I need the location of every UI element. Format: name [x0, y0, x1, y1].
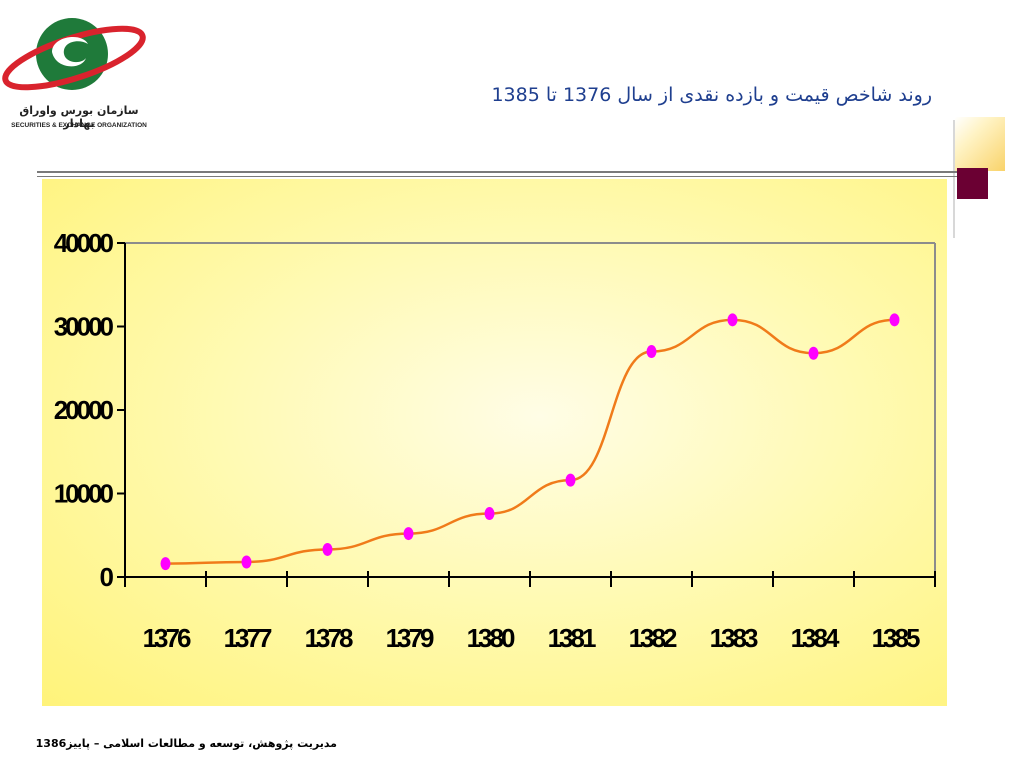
header-divider-line [37, 171, 957, 173]
x-axis: 1376 1377 1378 1379 1380 1381 1382 1383 1384 1385 [124, 571, 936, 653]
decorative-gold-square [955, 117, 1005, 171]
x-tick-label: 1382 [629, 623, 677, 653]
data-point [160, 557, 171, 571]
data-point [484, 507, 495, 521]
y-tick-label: 40000 [54, 228, 114, 258]
data-point [322, 542, 333, 556]
y-tick-label: 10000 [54, 479, 114, 509]
logo-emblem-icon [2, 18, 146, 91]
organization-logo: سازمان بورس واوراق بهادار SECURITIES & E… [0, 8, 160, 130]
logo-text-persian: سازمان بورس واوراق بهادار [19, 104, 139, 130]
footer-text: مدیریت پژوهش، توسعه و مطالعات اسلامی – پ… [35, 737, 337, 750]
x-tick-label: 1376 [143, 623, 191, 653]
x-tick-label: 1384 [791, 623, 840, 653]
x-tick-label: 1379 [386, 623, 434, 653]
data-point [646, 345, 657, 359]
series-line [165, 318, 895, 565]
slide-title: روند شاخص قیمت و بازده نقدی از سال 1376 … [491, 84, 932, 106]
header-divider-line-secondary [37, 176, 957, 177]
series-path [165, 318, 895, 565]
y-tick-label: 30000 [54, 312, 114, 342]
x-tick-label: 1377 [224, 623, 272, 653]
data-point [727, 313, 738, 327]
logo-text-english: SECURITIES & EXCHANGE ORGANIZATION [11, 122, 147, 129]
data-point [808, 346, 819, 360]
decorative-vertical-line [953, 120, 955, 238]
data-point [241, 555, 252, 569]
series-points [160, 313, 900, 571]
x-tick-label: 1385 [872, 623, 920, 653]
y-axis: 40000 30000 20000 10000 0 [54, 228, 126, 592]
data-point [403, 527, 414, 541]
plot-frame [125, 242, 936, 577]
x-tick-label: 1380 [467, 623, 515, 653]
data-point [889, 313, 900, 327]
chart-panel: 40000 30000 20000 10000 0 1376 1377 1378 1379 13… [42, 179, 947, 706]
decorative-maroon-square [957, 168, 988, 199]
x-tick-label: 1383 [710, 623, 758, 653]
x-tick-label: 1381 [548, 623, 596, 653]
y-tick-label: 0 [100, 562, 114, 592]
y-tick-label: 20000 [54, 395, 114, 425]
data-point [565, 473, 576, 487]
x-tick-label: 1378 [305, 623, 353, 653]
